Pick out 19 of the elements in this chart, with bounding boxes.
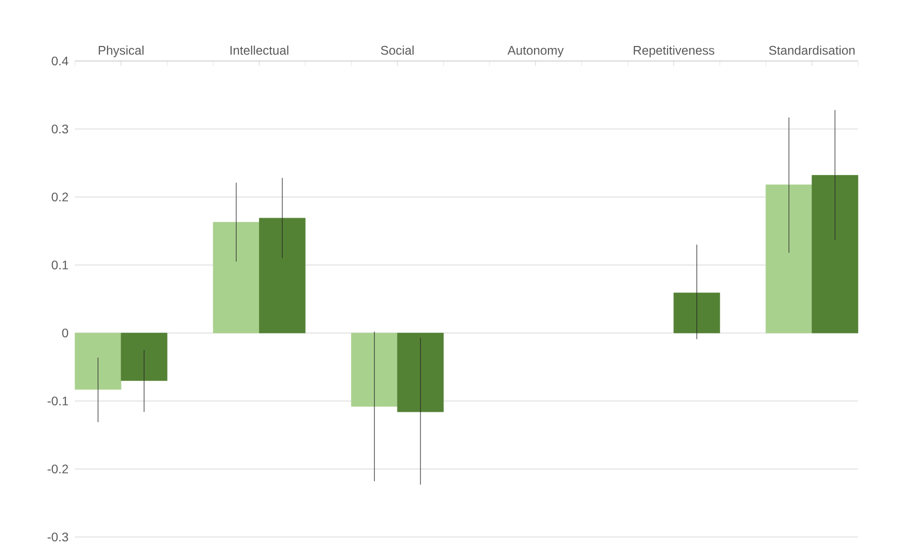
- bar: [212, 222, 260, 334]
- y-tick-label: -0.2: [48, 464, 68, 474]
- x-tick-label: Autonomy: [507, 46, 564, 58]
- bar: [766, 184, 812, 334]
- x-tick-label: Repetitiveness: [634, 46, 714, 58]
- y-tick-label: 0.1: [52, 260, 68, 270]
- x-tick-label: Social: [380, 46, 414, 55]
- x-tick-label: Physical: [98, 46, 144, 58]
- x-tick-label: Standardisation: [769, 46, 855, 55]
- y-tick-label: 0.3: [52, 124, 68, 134]
- y-tick-label: -0.1: [48, 396, 68, 406]
- y-tick-label: -0.3: [48, 532, 68, 542]
- y-tick-label: 0.2: [52, 192, 68, 202]
- bar: [259, 218, 306, 334]
- y-tick-label: 0: [62, 328, 68, 338]
- x-tick-label: Intellectual: [230, 46, 288, 55]
- y-tick-label: 0.4: [52, 56, 68, 66]
- bar: [812, 175, 858, 334]
- bar: [674, 292, 720, 334]
